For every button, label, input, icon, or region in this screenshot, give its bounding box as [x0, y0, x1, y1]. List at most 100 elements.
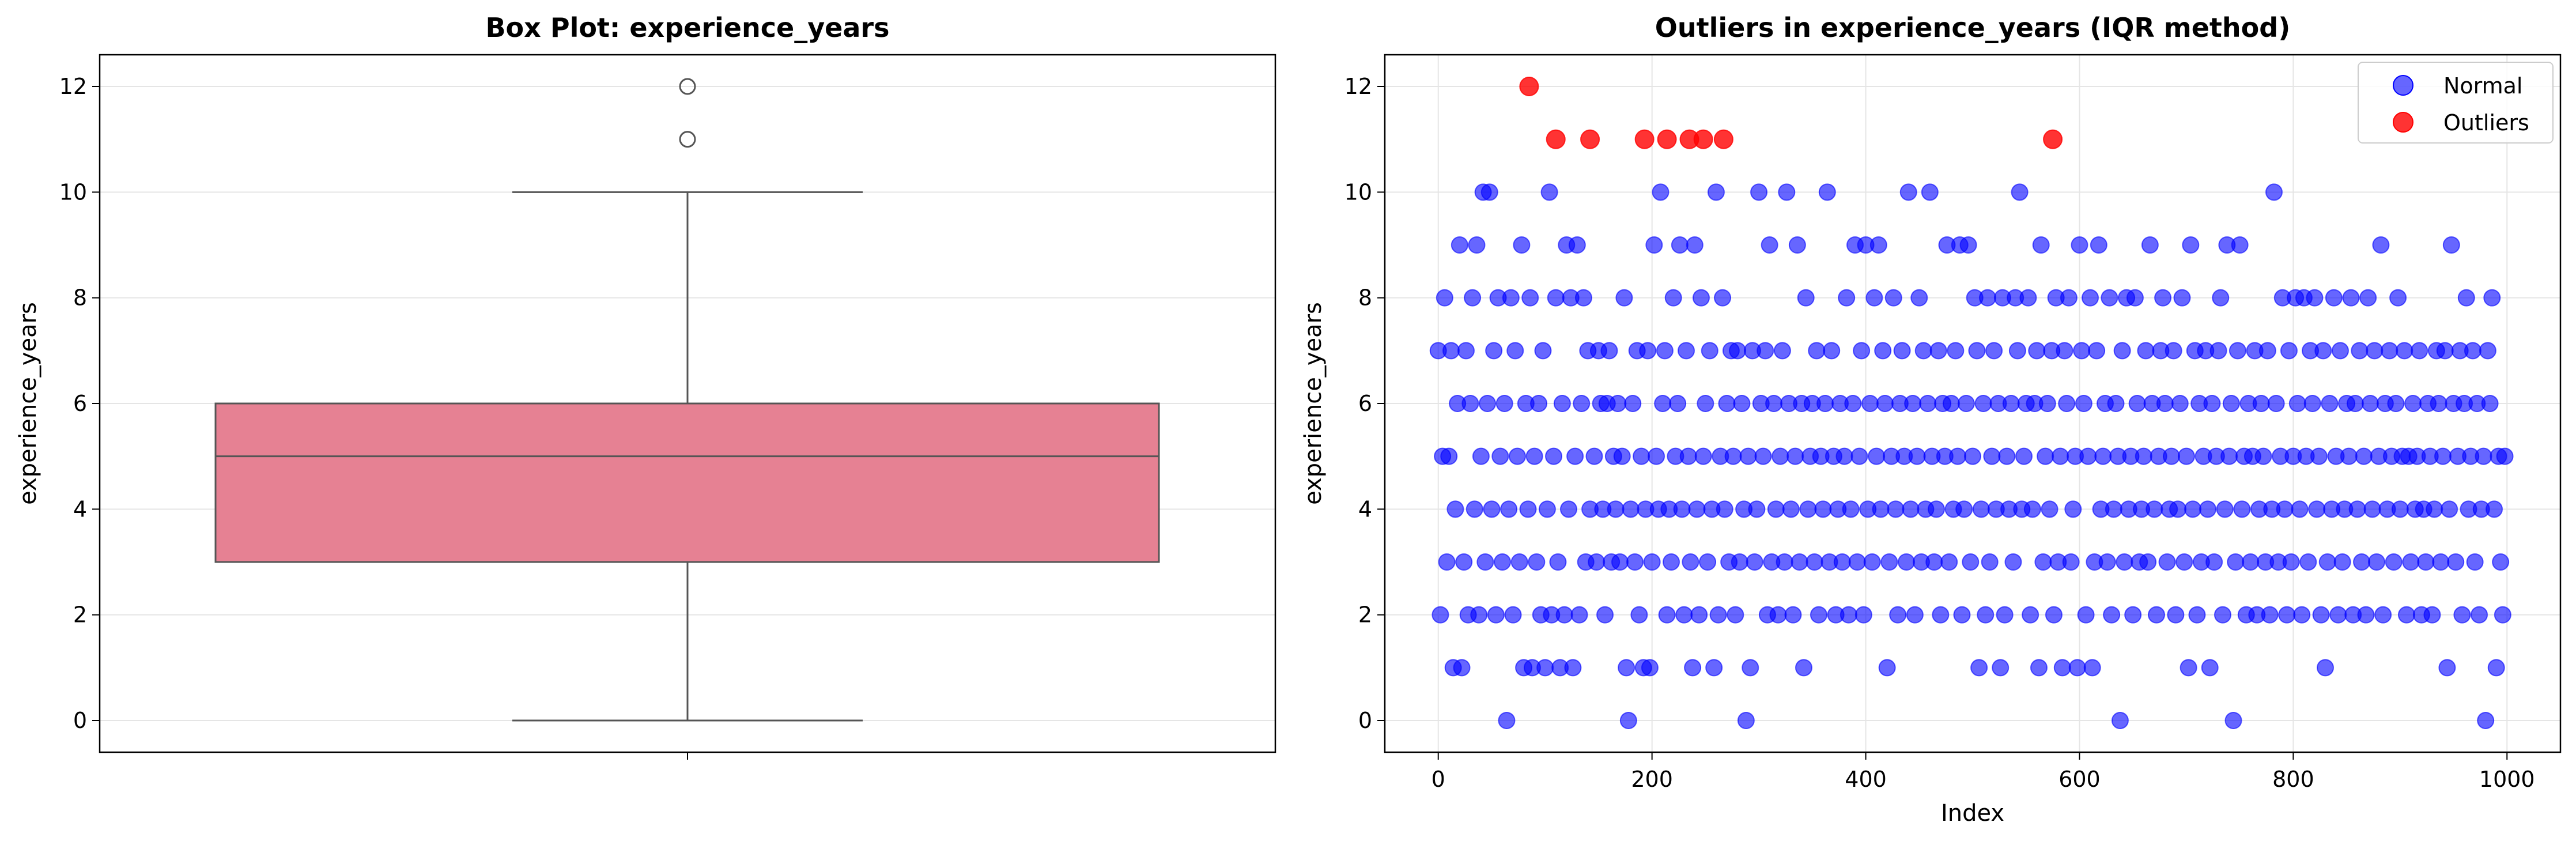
normal-point [2348, 500, 2366, 518]
normal-point [2231, 236, 2249, 254]
normal-point [1500, 500, 1518, 518]
normal-point [1480, 183, 1498, 201]
normal-point [1519, 500, 1537, 518]
legend-normal-label: Normal [2443, 73, 2523, 99]
normal-point [2479, 342, 2496, 360]
normal-point [1684, 659, 1702, 677]
normal-point [1641, 659, 1659, 677]
normal-point [1992, 659, 2010, 677]
normal-point [1643, 553, 1661, 571]
normal-point [2261, 606, 2279, 624]
normal-point [1904, 395, 1922, 412]
outlier-scatter-panel: 0 2 4 6 8 10 12 0 200 400 600 800 1000 Outliers in … [1300, 12, 2562, 827]
normal-point [1613, 447, 1631, 465]
normal-point [1673, 500, 1691, 518]
normal-point [2254, 447, 2272, 465]
normal-point [1545, 447, 1563, 465]
scatter-title: Outliers in experience_years (IQR method… [1655, 12, 2290, 43]
normal-point [1791, 553, 1808, 571]
normal-point [2374, 606, 2392, 624]
normal-point [2146, 500, 2163, 518]
box-plot-y-tick-label: 4 [73, 496, 87, 522]
normal-point [2441, 500, 2458, 518]
normal-point [2113, 342, 2131, 360]
normal-point [1600, 342, 1618, 360]
normal-point [1671, 236, 1689, 254]
normal-point [1690, 606, 1708, 624]
normal-point [1705, 659, 1723, 677]
normal-point [1978, 289, 1996, 307]
normal-point [1968, 342, 1986, 360]
box-plot-y-tick-label: 6 [73, 391, 87, 416]
normal-point [1521, 289, 1539, 307]
normal-point [1718, 395, 1736, 412]
outlier-point [1713, 129, 1733, 149]
normal-point [1461, 395, 1479, 412]
normal-point [2158, 553, 2176, 571]
normal-point [2053, 659, 2071, 677]
normal-point [1929, 342, 1947, 360]
normal-point [1970, 659, 1988, 677]
normal-point [2167, 606, 2185, 624]
normal-point [2303, 395, 2321, 412]
normal-point [2165, 342, 2182, 360]
normal-point [2310, 447, 2328, 465]
normal-point [1682, 553, 1699, 571]
normal-point [1645, 236, 1663, 254]
normal-point [1962, 553, 1980, 571]
normal-point [1842, 500, 1860, 518]
outlier-marker [679, 131, 696, 148]
normal-point [1498, 712, 1516, 729]
normal-point [2056, 342, 2073, 360]
normal-point [1797, 289, 1815, 307]
scatter-x-tick-label: 400 [1845, 767, 1887, 792]
normal-point [2212, 289, 2230, 307]
normal-point [2342, 289, 2360, 307]
normal-point [2008, 342, 2026, 360]
normal-point [1889, 606, 1907, 624]
normal-point [2228, 342, 2246, 360]
normal-point [1876, 395, 1894, 412]
normal-point [1778, 183, 1796, 201]
normal-point [1788, 236, 1806, 254]
normal-point [1838, 289, 1856, 307]
normal-point [1470, 606, 1488, 624]
normal-point [1782, 500, 1800, 518]
normal-point [2203, 395, 2221, 412]
normal-point [2411, 342, 2428, 360]
normal-point [2175, 553, 2193, 571]
normal-point [2199, 500, 2216, 518]
normal-point [1863, 553, 1881, 571]
normal-point [2139, 553, 2157, 571]
normal-point [1786, 447, 1804, 465]
normal-point [2397, 606, 2415, 624]
normal-point [1438, 553, 1456, 571]
normal-point [2173, 289, 2191, 307]
normal-point [1663, 553, 1680, 571]
normal-point [1806, 553, 1823, 571]
normal-point [1686, 236, 1704, 254]
normal-point [1850, 447, 1868, 465]
normal-point [2396, 342, 2413, 360]
normal-point [1502, 289, 1520, 307]
normal-point [1733, 395, 1751, 412]
normal-point [1707, 183, 1725, 201]
normal-point [2314, 342, 2332, 360]
normal-point [1942, 395, 1960, 412]
normal-point [2436, 342, 2454, 360]
normal-point [2082, 289, 2099, 307]
scatter-y-tick-label: 10 [1344, 179, 1372, 205]
normal-point [1618, 659, 1636, 677]
normal-point [2447, 553, 2465, 571]
normal-point [2404, 395, 2422, 412]
normal-point [1799, 500, 1817, 518]
normal-point [2030, 659, 2048, 677]
normal-point [2464, 342, 2481, 360]
legend-outliers-marker [2393, 112, 2413, 133]
normal-point [2453, 606, 2471, 624]
box-plot-y-tick-label: 8 [73, 285, 87, 311]
normal-point [1559, 500, 1577, 518]
normal-point [2430, 395, 2447, 412]
scatter-x-tick-label: 600 [2058, 767, 2101, 792]
normal-point [2004, 553, 2022, 571]
